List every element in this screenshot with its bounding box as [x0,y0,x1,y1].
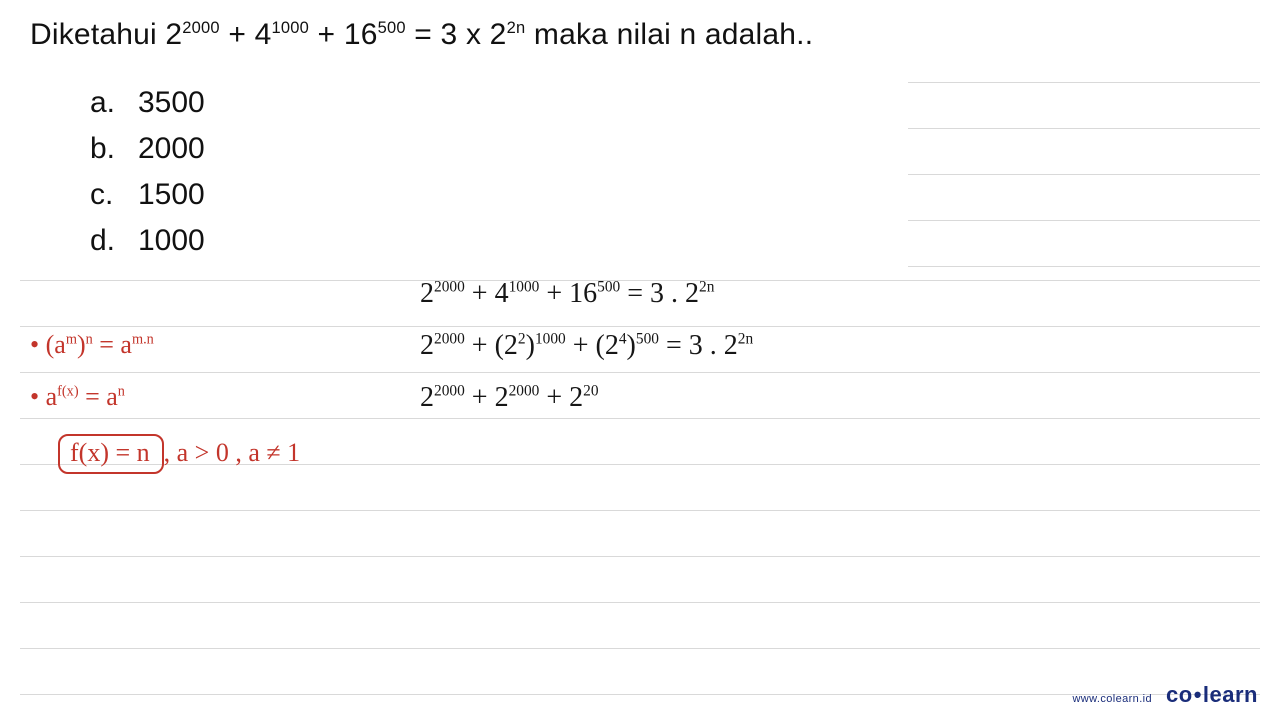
option-c: c. 1500 [90,172,205,218]
boxed-formula: f(x) = n [58,434,164,474]
rule-line [20,648,1260,649]
footer: www.colearn.id co•learn [1072,682,1258,708]
option-value: 2000 [138,126,205,172]
rule-line [20,602,1260,603]
option-value: 3500 [138,80,205,126]
rule-line [20,418,1260,419]
rule-line [908,174,1260,175]
rule-line [20,372,1260,373]
rule-line [908,266,1260,267]
rule-line [20,556,1260,557]
options-list: a. 3500 b. 2000 c. 1500 d. 1000 [90,80,205,264]
q-e1: 2000 [182,19,220,37]
bullet-icon: • [30,330,46,359]
option-value: 1000 [138,218,205,264]
question-text: Diketahui 22000 + 41000 + 16500 = 3 x 22… [30,18,813,52]
footer-brand: co•learn [1166,682,1258,708]
q-b1: 2 [165,18,182,51]
q-b3: 16 [344,18,378,51]
option-label: c. [90,172,138,218]
option-b: b. 2000 [90,126,205,172]
rule-line [20,510,1260,511]
option-d: d. 1000 [90,218,205,264]
option-label: d. [90,218,138,264]
option-label: b. [90,126,138,172]
brand-dot-icon: • [1194,682,1202,707]
rule-line [908,128,1260,129]
handwriting-formula-line: • (am)n = am.n [30,330,154,360]
handwriting-formula-line: f(x) = n, a > 0 , a ≠ 1 [58,434,300,474]
option-value: 1500 [138,172,205,218]
page: Diketahui 22000 + 41000 + 16500 = 3 x 22… [0,0,1280,720]
q-e4: 2n [507,19,526,37]
option-label: a. [90,80,138,126]
handwriting-formula-line: • af(x) = an [30,382,125,412]
q-b2: 4 [255,18,272,51]
rule-line [20,326,1260,327]
handwriting-work-line: 22000 + 41000 + 16500 = 3 . 22n [420,278,714,310]
rule-line [908,220,1260,221]
rule-line [908,82,1260,83]
q-suffix: maka nilai n adalah.. [525,18,813,51]
bullet-icon: • [30,382,46,411]
q-e2: 1000 [272,19,310,37]
handwriting-work-line: 22000 + (22)1000 + (24)500 = 3 . 22n [420,330,753,362]
handwriting-work-line: 22000 + 22000 + 220 [420,382,599,414]
q-prefix: Diketahui [30,18,165,51]
option-a: a. 3500 [90,80,205,126]
footer-url: www.colearn.id [1072,693,1152,705]
q-e3: 500 [378,19,406,37]
